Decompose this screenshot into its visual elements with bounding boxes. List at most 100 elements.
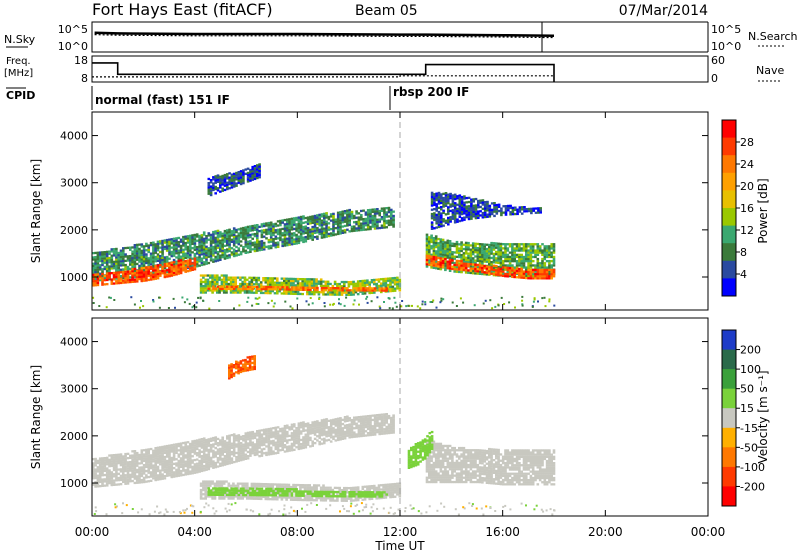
data-cell [267, 438, 271, 441]
data-cell [447, 195, 450, 198]
data-cell [437, 221, 441, 224]
data-cell [249, 441, 252, 445]
data-cell [460, 243, 463, 246]
data-cell [119, 255, 123, 259]
data-cell [124, 275, 127, 278]
data-cell [550, 266, 553, 269]
data-cell [235, 252, 238, 255]
data-cell [262, 231, 266, 234]
data-cell [122, 276, 125, 280]
data-cell [244, 434, 248, 437]
data-cell [103, 480, 107, 483]
data-cell [152, 262, 155, 265]
data-cell [324, 280, 328, 283]
data-cell [286, 233, 289, 236]
data-cell [212, 230, 215, 234]
data-cell [366, 289, 370, 292]
data-cell [332, 221, 335, 224]
data-cell [449, 218, 452, 221]
power-ylabel: Slant Range [km] [29, 159, 43, 263]
data-cell [339, 213, 342, 216]
data-cell [221, 249, 224, 252]
data-cell [145, 461, 148, 464]
data-cell [499, 255, 503, 258]
data-cell [289, 279, 293, 283]
data-cell [122, 470, 125, 473]
data-cell [269, 292, 272, 295]
data-cell [189, 470, 192, 473]
data-cell [295, 235, 298, 239]
data-cell [490, 250, 493, 253]
data-cell [177, 261, 181, 265]
data-cell [460, 268, 463, 271]
data-cell [518, 264, 521, 267]
data-cell [340, 293, 344, 296]
data-cell [209, 257, 213, 260]
data-cell [230, 442, 234, 445]
data-cell [432, 254, 436, 257]
data-cell [200, 459, 204, 462]
data-cell [481, 255, 484, 259]
data-cell [124, 270, 127, 273]
data-cell [269, 223, 273, 226]
freq-unit-label: [MHz] [4, 68, 33, 79]
data-cell [299, 215, 303, 219]
data-cell [288, 235, 291, 238]
data-cell [255, 278, 258, 282]
data-cell [449, 194, 452, 198]
data-cell [154, 251, 157, 254]
data-cell [341, 229, 345, 232]
data-cell [304, 286, 308, 289]
data-cell [214, 260, 217, 263]
data-cell [140, 481, 144, 484]
data-cell [209, 252, 213, 256]
data-cell [497, 257, 500, 260]
data-cell [96, 459, 100, 462]
data-cell [332, 231, 335, 234]
data-cell [165, 455, 169, 458]
data-cell [508, 301, 511, 304]
data-cell [122, 472, 125, 475]
data-cell [511, 213, 515, 216]
data-cell [295, 240, 298, 243]
data-cell [262, 433, 266, 436]
data-cell [222, 278, 226, 281]
data-cell [175, 264, 178, 267]
data-cell [380, 207, 384, 210]
data-cell [272, 444, 275, 447]
data-cell [366, 215, 370, 218]
data-cell [375, 287, 378, 290]
data-cell [209, 248, 213, 251]
data-cell [550, 243, 553, 246]
data-cell [269, 281, 272, 284]
data-cell [212, 182, 215, 185]
data-cell [212, 453, 215, 457]
data-cell [338, 298, 340, 301]
data-cell [101, 461, 104, 464]
data-cell [228, 441, 231, 444]
data-cell [129, 248, 132, 251]
data-cell [476, 270, 480, 273]
data-cell [237, 457, 241, 460]
data-cell [530, 207, 533, 210]
data-cell [133, 471, 137, 474]
data-cell [490, 210, 494, 214]
data-cell [290, 226, 294, 229]
data-cell [209, 181, 213, 184]
data-cell [110, 256, 114, 259]
data-cell [339, 230, 342, 233]
data-cell [246, 442, 250, 445]
data-cell [184, 244, 187, 247]
data-cell [198, 247, 201, 250]
data-cell [177, 470, 181, 473]
data-cell [439, 246, 443, 250]
data-cell [145, 476, 148, 479]
data-cell [199, 278, 203, 281]
data-cell [103, 469, 107, 472]
data-cell [380, 209, 384, 212]
data-cell [362, 218, 365, 221]
data-cell [94, 282, 97, 285]
data-cell [198, 464, 201, 467]
data-cell [232, 185, 236, 188]
data-cell [385, 215, 388, 218]
